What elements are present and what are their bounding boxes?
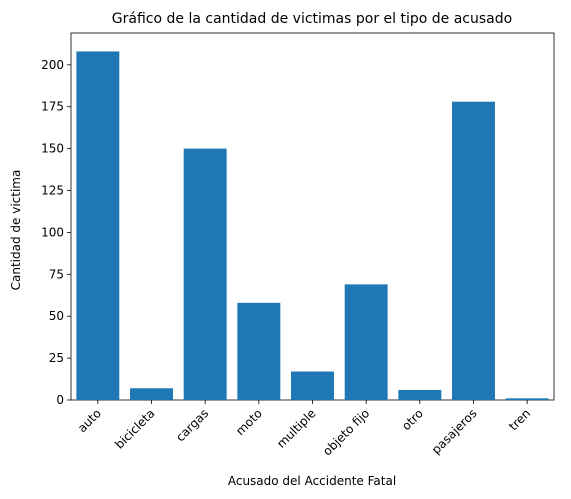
- bar-objeto-fijo: [344, 284, 388, 400]
- x-axis-title: Acusado del Accidente Fatal: [228, 474, 396, 488]
- bar-pasajeros: [452, 101, 495, 400]
- bar-bicicleta: [130, 388, 173, 400]
- bar-moto: [237, 302, 281, 400]
- bars: [76, 51, 549, 401]
- x-tick-label: moto: [233, 406, 265, 438]
- y-tick-label: 150: [41, 142, 64, 156]
- bar-tren: [505, 398, 549, 400]
- bar-cargas: [183, 148, 227, 400]
- y-tick-label: 0: [56, 393, 64, 407]
- y-tick-label: 25: [49, 351, 64, 365]
- y-tick-label: 175: [41, 100, 64, 114]
- y-tick-label: 50: [49, 309, 64, 323]
- x-tick-label: otro: [399, 406, 426, 433]
- y-tick-label: 75: [49, 267, 64, 281]
- x-axis: auto bicicleta cargas moto multiple objeto fi…: [75, 400, 533, 458]
- bar-otro: [398, 389, 442, 400]
- bar-multiple: [291, 371, 334, 400]
- x-tick-label: bicicleta: [112, 406, 157, 451]
- x-tick-label: multiple: [274, 406, 319, 451]
- x-tick-label: cargas: [173, 406, 211, 444]
- bar-auto: [76, 51, 120, 401]
- y-tick-label: 125: [41, 184, 64, 198]
- y-tick-label: 100: [41, 225, 64, 239]
- y-axis-title: Cantidad de victima: [9, 170, 23, 291]
- x-tick-label: tren: [506, 406, 533, 433]
- x-tick-label: pasajeros: [429, 406, 480, 457]
- chart-title: Gráfico de la cantidad de victimas por e…: [112, 11, 512, 27]
- y-axis: 0 25 50 75 100 125 150 175 200: [41, 58, 71, 407]
- y-tick-label: 200: [41, 58, 64, 72]
- x-tick-label: auto: [75, 406, 104, 435]
- x-tick-label: objeto fijo: [320, 406, 372, 458]
